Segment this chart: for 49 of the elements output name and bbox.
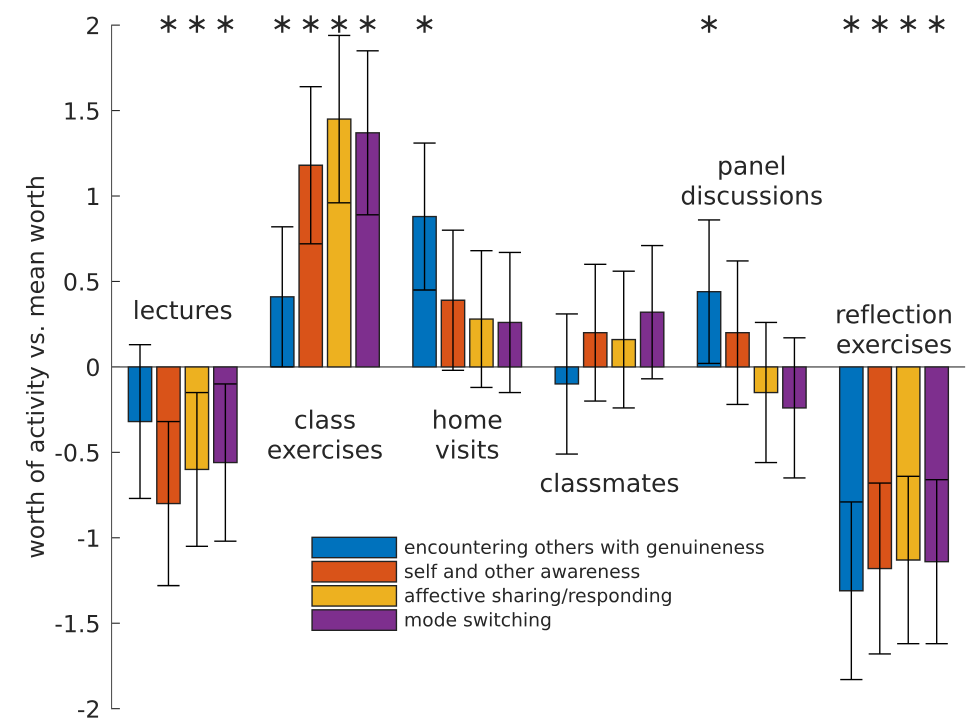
- bar: [355, 132, 380, 368]
- y-tick-label: 1: [88, 188, 98, 205]
- bar: [326, 118, 352, 368]
- bar: [754, 366, 778, 394]
- bar: [782, 366, 807, 409]
- legend-label: encountering others with genuineness: [404, 540, 764, 558]
- bar: [725, 332, 750, 368]
- bar: [640, 312, 665, 368]
- annotation: ∗ ∗ ∗ ∗: [843, 15, 945, 33]
- x-tick-label: panel discussions: [682, 156, 822, 205]
- bar: [156, 366, 181, 504]
- x-tick-label: home visits: [434, 410, 502, 459]
- bar: [896, 366, 921, 561]
- bar: [184, 366, 210, 470]
- y-tick-label: -2: [78, 700, 98, 718]
- y-tick-label: 2: [87, 16, 98, 34]
- bar: [213, 366, 238, 464]
- bar: [469, 318, 494, 368]
- bar: [412, 216, 437, 368]
- annotation: ∗: [416, 15, 433, 33]
- y-tick-label: -0.5: [56, 444, 98, 462]
- bar: [924, 366, 950, 562]
- bar: [298, 164, 324, 368]
- bar: [270, 296, 295, 368]
- bar: [498, 322, 522, 368]
- bar: [554, 366, 580, 385]
- y-tick-label: -1.5: [56, 614, 98, 633]
- bar: [696, 291, 722, 368]
- annotation: ∗: [700, 15, 718, 33]
- legend-label: self and other awareness: [404, 564, 640, 578]
- x-tick-label: class exercises: [268, 410, 382, 459]
- y-tick-label: 0.5: [64, 272, 98, 291]
- x-tick-label: classmates: [540, 472, 678, 492]
- annotation: ∗ ∗ ∗: [160, 15, 234, 33]
- y-tick-label: 1.5: [65, 102, 98, 120]
- legend-label: mode switching: [406, 612, 550, 630]
- bar: [838, 366, 864, 592]
- y-tick-label: 0: [86, 358, 99, 376]
- bar: [582, 332, 608, 368]
- x-tick-label: lectures: [135, 300, 232, 320]
- y-tick-label: -1: [78, 530, 98, 547]
- annotation: ∗ ∗ ∗ ∗: [274, 15, 376, 33]
- x-tick-label: reflection exercises: [837, 304, 951, 354]
- bar: [128, 366, 152, 422]
- bar: [611, 338, 636, 368]
- legend-label: affective sharing/responding: [405, 588, 671, 606]
- bar: [440, 300, 466, 368]
- y-axis-title: worth of activity vs. mean worth: [26, 177, 49, 558]
- bar: [867, 366, 892, 570]
